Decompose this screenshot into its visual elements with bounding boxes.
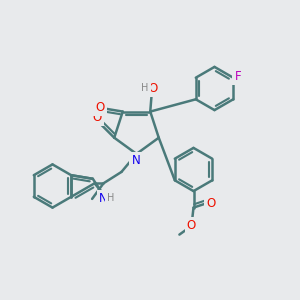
Text: O: O: [187, 219, 196, 232]
Text: O: O: [148, 82, 158, 95]
Text: F: F: [234, 70, 241, 83]
Text: O: O: [206, 196, 215, 210]
Text: O: O: [92, 111, 102, 124]
Text: H: H: [107, 193, 115, 203]
Text: H: H: [142, 82, 149, 93]
Text: N: N: [99, 192, 108, 205]
Text: N: N: [131, 154, 140, 167]
Text: O: O: [96, 100, 105, 114]
